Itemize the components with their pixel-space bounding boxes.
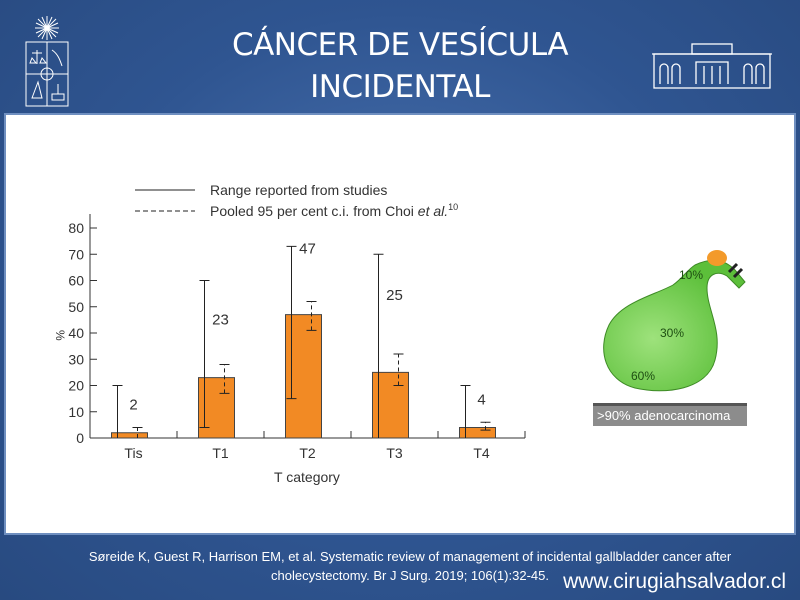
bar-T3 bbox=[372, 371, 409, 439]
x-tick-label: T1 bbox=[212, 445, 229, 461]
gallbladder-illustration bbox=[603, 250, 746, 392]
y-axis-label: % bbox=[53, 330, 67, 341]
bar-T2 bbox=[285, 314, 322, 439]
y-tick-label: 10 bbox=[68, 404, 84, 420]
university-crest-logo bbox=[25, 16, 69, 107]
x-tick-label: Tis bbox=[124, 445, 142, 461]
title-line-2: INCIDENTAL bbox=[310, 69, 490, 105]
data-label: 2 bbox=[129, 397, 137, 414]
bar-T4 bbox=[459, 427, 496, 439]
y-tick-label: 80 bbox=[68, 220, 84, 236]
y-tick-label: 40 bbox=[68, 325, 84, 341]
legend-ci-label: Pooled 95 per cent c.i. from Choi et al.… bbox=[210, 202, 458, 219]
data-label: 25 bbox=[386, 287, 403, 304]
neck-percent: 10% bbox=[679, 268, 704, 282]
x-tick-label: T3 bbox=[386, 445, 403, 461]
y-tick-label: 30 bbox=[68, 351, 84, 367]
y-tick-label: 0 bbox=[76, 430, 84, 446]
legend-range-label: Range reported from studies bbox=[210, 182, 387, 198]
body-percent: 30% bbox=[660, 326, 685, 340]
x-axis-label: T category bbox=[274, 469, 340, 485]
fundus-percent: 60% bbox=[631, 369, 656, 383]
x-tick-label: T4 bbox=[473, 445, 490, 461]
website-link[interactable]: www.cirugiahsalvador.cl bbox=[563, 570, 786, 593]
y-tick-label: 60 bbox=[68, 273, 84, 289]
gallstone-icon bbox=[707, 250, 727, 266]
legend: Range reported from studies Pooled 95 pe… bbox=[135, 182, 458, 219]
data-label: 23 bbox=[212, 312, 229, 329]
hospital-building-logo bbox=[652, 43, 772, 89]
y-tick-label: 70 bbox=[68, 246, 84, 262]
y-tick-label: 20 bbox=[68, 378, 84, 394]
data-label: 4 bbox=[477, 391, 485, 408]
bar-T1 bbox=[198, 377, 235, 439]
title-line-1: CÁNCER DE VESÍCULA bbox=[231, 27, 569, 63]
citation: Søreide K, Guest R, Harrison EM, et al. … bbox=[88, 549, 732, 583]
adenocarcinoma-caption: >90% adenocarcinoma bbox=[593, 403, 747, 426]
x-tick-label: T2 bbox=[299, 445, 316, 461]
bar-Tis bbox=[111, 432, 148, 439]
slide-title: CÁNCER DE VESÍCULA INCIDENTAL bbox=[150, 24, 650, 108]
data-label: 47 bbox=[299, 241, 316, 258]
y-tick-label: 50 bbox=[68, 299, 84, 315]
